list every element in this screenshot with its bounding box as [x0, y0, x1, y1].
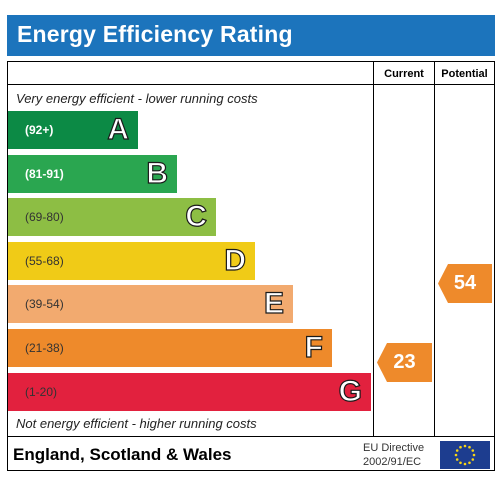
- rating-chart: Current Potential Very energy efficient …: [7, 61, 495, 471]
- band-letter: F: [304, 330, 324, 364]
- band-b: (81-91) B: [8, 155, 177, 193]
- band-letter: E: [263, 286, 284, 320]
- band-range: (1-20): [25, 385, 58, 399]
- band-letter: A: [107, 112, 130, 146]
- region-label: England, Scotland & Wales: [13, 445, 232, 464]
- band-c: (69-80) C: [8, 198, 216, 236]
- eu-directive-line2: 2002/91/EC: [363, 456, 422, 468]
- band-range: (81-91): [25, 167, 64, 181]
- band-letter: G: [338, 374, 363, 408]
- potential-rating-arrow: 54: [438, 264, 492, 303]
- divider: [434, 62, 435, 436]
- divider: [373, 62, 374, 436]
- band-letter: B: [146, 156, 169, 190]
- band-range: (69-80): [25, 210, 64, 224]
- title-bar: Energy Efficiency Rating: [7, 15, 495, 56]
- current-rating-arrow: 23: [377, 343, 432, 382]
- column-header-current: Current: [384, 68, 424, 80]
- caption-bottom: Not energy efficient - higher running co…: [16, 416, 257, 431]
- band-letter: D: [224, 243, 247, 277]
- caption-top: Very energy efficient - lower running co…: [16, 91, 258, 106]
- band-f: (21-38) F: [8, 329, 332, 367]
- band-range: (39-54): [25, 297, 64, 311]
- band-d: (55-68) D: [8, 242, 255, 280]
- column-header-potential: Potential: [441, 68, 488, 80]
- page-title: Energy Efficiency Rating: [17, 21, 293, 47]
- band-a: (92+) A: [8, 111, 138, 149]
- eu-directive-line1: EU Directive: [363, 442, 425, 454]
- band-g: (1-20) G: [8, 373, 371, 411]
- divider: [8, 436, 494, 437]
- band-letter: C: [185, 199, 208, 233]
- band-range: (92+): [25, 123, 54, 137]
- eu-flag-icon: [440, 441, 490, 469]
- band-e: (39-54) E: [8, 285, 293, 323]
- band-range: (21-38): [25, 341, 64, 355]
- divider: [8, 84, 494, 85]
- band-range: (55-68): [25, 254, 64, 268]
- eu-directive: EU Directive 2002/91/EC: [363, 441, 438, 469]
- eu-flag-stars: [454, 444, 476, 466]
